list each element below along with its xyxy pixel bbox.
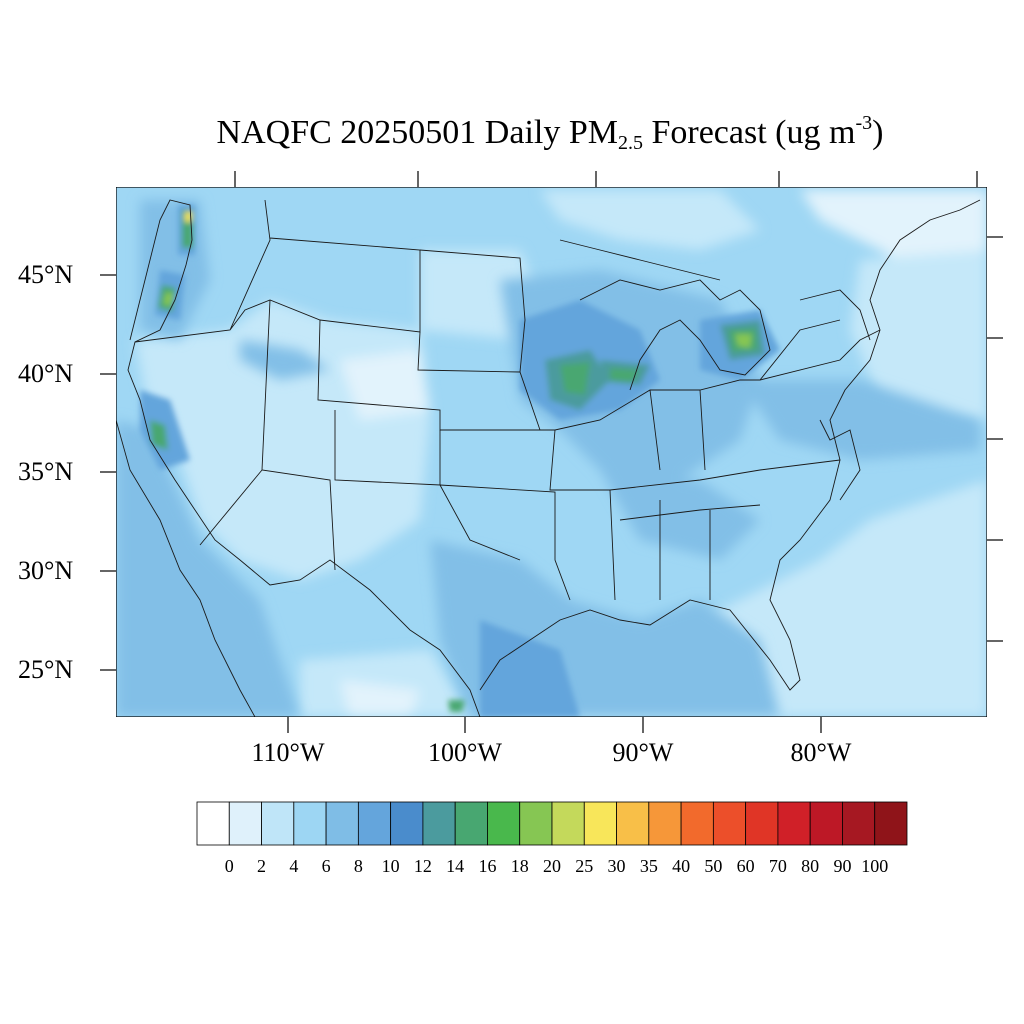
colorbar-swatch <box>487 801 521 846</box>
lon-label-100: 100°W <box>428 738 502 767</box>
colorbar-label: 14 <box>446 856 465 876</box>
title-close: ) <box>872 114 884 151</box>
colorbar-label: 70 <box>768 856 787 876</box>
colorbar-swatch <box>809 801 843 846</box>
colorbar-swatch <box>293 801 327 846</box>
colorbar-label: 30 <box>607 856 626 876</box>
colorbar-label: 40 <box>672 856 691 876</box>
colorbar-swatch <box>519 801 553 846</box>
lon-label-80: 80°W <box>790 738 852 767</box>
lat-label-35: 35°N <box>18 457 74 486</box>
colorbar-swatch <box>777 801 811 846</box>
colorbar-swatch <box>583 801 617 846</box>
colorbar-swatch <box>745 801 779 846</box>
lat-label-45: 45°N <box>18 260 74 289</box>
colorbar-label: 0 <box>224 856 234 876</box>
colorbar-label: 100 <box>861 856 889 876</box>
colorbar-label: 8 <box>353 856 363 876</box>
colorbar-label: 16 <box>478 856 497 876</box>
colorbar-swatch <box>712 801 747 846</box>
colorbar-label: 18 <box>510 856 529 876</box>
lon-label-110: 110°W <box>251 738 325 767</box>
title-subscript: 2.5 <box>617 132 643 154</box>
title-superscript: -3 <box>855 112 873 134</box>
colorbar-swatch <box>874 801 908 846</box>
colorbar-label: 50 <box>704 856 723 876</box>
colorbar-label: 6 <box>321 856 331 876</box>
axis-ticks <box>100 171 1003 733</box>
colorbar-label: 90 <box>833 856 852 876</box>
title-main: NAQFC 20250501 Daily PM <box>216 114 618 151</box>
colorbar-swatch <box>196 801 230 846</box>
title-units: Forecast (ug m <box>642 114 856 151</box>
colorbar-label: 4 <box>289 856 299 876</box>
political-boundaries <box>116 199 981 717</box>
colorbar-swatch <box>551 801 585 846</box>
lat-label-30: 30°N <box>18 556 74 585</box>
colorbar-label: 80 <box>801 856 820 876</box>
colorbar-label: 20 <box>543 856 561 876</box>
colorbar-swatch <box>325 801 359 846</box>
lat-label-25: 25°N <box>18 655 74 684</box>
lat-label-40: 40°N <box>18 359 74 388</box>
colorbar-swatch <box>261 801 295 846</box>
colorbar-label: 35 <box>639 856 658 876</box>
colorbar-label: 25 <box>575 856 594 876</box>
colorbar-label: 60 <box>736 856 755 876</box>
colorbar-swatch <box>357 801 392 846</box>
colorbar-swatch <box>842 801 876 846</box>
high-concentration-areas <box>140 205 780 717</box>
colorbar-label: 2 <box>257 856 267 876</box>
colorbar-label: 12 <box>413 856 432 876</box>
map-title: NAQFC 20250501 Daily PM2.5 Forecast (ug … <box>0 112 1024 155</box>
concentration-field <box>116 187 987 717</box>
colorbar <box>196 801 908 846</box>
colorbar-swatch <box>422 801 456 846</box>
colorbar-swatch <box>648 801 682 846</box>
lon-label-90: 90°W <box>612 738 674 767</box>
colorbar-swatch <box>680 801 714 846</box>
colorbar-swatch <box>390 801 424 846</box>
colorbar-swatch <box>616 801 650 846</box>
colorbar-swatch <box>228 801 262 846</box>
colorbar-label: 10 <box>381 856 400 876</box>
colorbar-swatch <box>454 801 488 846</box>
